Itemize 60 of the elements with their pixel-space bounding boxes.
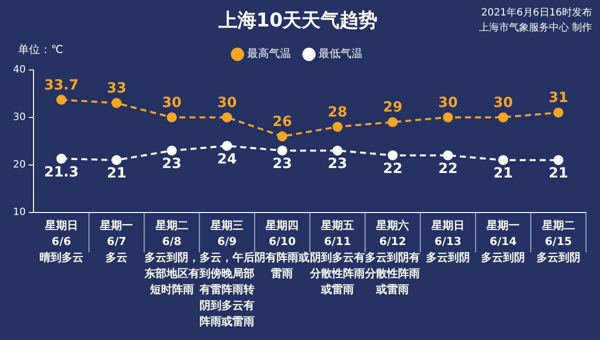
point — [498, 155, 508, 166]
data-label: 30 — [162, 94, 182, 111]
data-label: 22 — [382, 160, 402, 177]
point — [388, 117, 398, 128]
point — [112, 98, 122, 108]
x-tick-label: 星期五 6/11 阴到多云有分散性阵雨或雷雨 — [308, 219, 365, 296]
y-tick-label: 20 — [12, 159, 26, 170]
x-tick-label: 星期日 6/13 多云到阴 — [426, 219, 470, 264]
point — [442, 150, 453, 160]
data-label: 30 — [493, 94, 514, 111]
y-tick-label: 40 — [12, 64, 26, 76]
data-label: 24 — [217, 151, 238, 168]
x-tick-label: 星期二 6/8 多云到阴，东部地区有短时阵雨 — [143, 219, 200, 296]
data-label: 21 — [493, 166, 513, 182]
point — [166, 146, 177, 156]
data-label: 21 — [106, 166, 126, 182]
point — [56, 154, 66, 164]
point — [332, 146, 342, 156]
x-tick-label: 星期六 6/12 多云到阴有分散性阵雨或雷雨 — [364, 219, 420, 296]
y-axis-title: 单位：℃ — [18, 42, 64, 56]
point — [498, 112, 508, 122]
point — [222, 140, 232, 151]
data-label: 33.7 — [44, 77, 79, 94]
point — [222, 112, 232, 122]
data-label: 23 — [162, 156, 182, 172]
data-label: 26 — [272, 114, 292, 130]
text: 上海市气象服务中心 制作 — [478, 22, 592, 34]
x-tick-label: 星期日 6/6 晴到多云 — [39, 219, 84, 264]
data-label: 23 — [328, 156, 348, 172]
point — [112, 155, 122, 166]
data-label: 22 — [438, 160, 458, 177]
chart-title: 上海10天天气趋势 — [217, 9, 378, 32]
point — [442, 112, 453, 122]
point — [553, 108, 564, 118]
point — [56, 94, 66, 105]
data-label: 30 — [217, 94, 238, 111]
x-tick-label: 星期二 6/15 多云到阴 — [536, 219, 580, 264]
x-tick-label: 星期一 6/7 多云 — [99, 219, 134, 264]
data-label: 21.3 — [44, 164, 79, 180]
point — [388, 150, 398, 160]
data-label: 28 — [328, 104, 348, 120]
x-tick-label: 星期三 6/9 多云，午后到傍晚局部有雷阵雨转阴到多云有阵雨或雷雨 — [198, 219, 255, 328]
legend-label: 最低气温 — [318, 47, 362, 60]
x-tick-label: 星期四 6/10 阴有阵雨或雷雨 — [254, 219, 310, 280]
data-label: 30 — [438, 94, 458, 111]
point — [332, 122, 342, 132]
data-label: 33 — [106, 80, 126, 97]
data-label: 31 — [548, 90, 568, 106]
point — [553, 155, 564, 166]
data-label: 29 — [382, 100, 402, 116]
y-tick-label: 10 — [12, 206, 26, 218]
y-tick-label: 30 — [12, 112, 26, 123]
legend-label: 最高气温 — [247, 47, 291, 60]
point — [166, 112, 177, 122]
point — [277, 131, 288, 142]
data-label: 23 — [272, 156, 292, 172]
x-tick-label: 星期一 6/14 多云到阴 — [481, 219, 526, 264]
data-label: 21 — [548, 166, 568, 182]
text: 2021年6月6日16时发布 — [481, 6, 592, 19]
point — [277, 146, 288, 156]
